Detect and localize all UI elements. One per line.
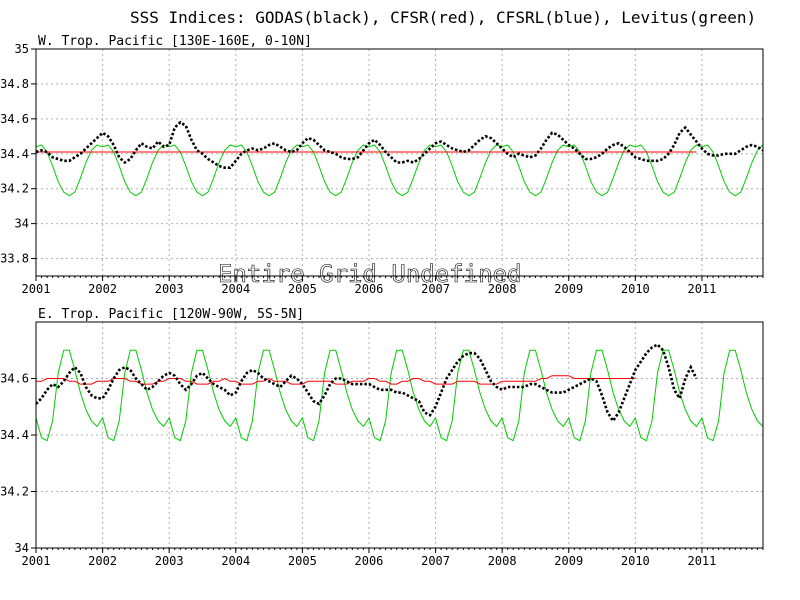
y-tick-label: 33.8 bbox=[0, 252, 29, 266]
undefined-grid-notice: Entire Grid Undefined bbox=[218, 260, 521, 288]
x-tick-label: 2008 bbox=[488, 554, 517, 568]
series-line-godas bbox=[36, 343, 698, 424]
x-tick-label: 2009 bbox=[554, 554, 583, 568]
x-tick-label: 2002 bbox=[88, 554, 117, 568]
figure-title: SSS Indices: GODAS(black), CFSR(red), CF… bbox=[130, 8, 756, 27]
y-tick-label: 34 bbox=[15, 541, 29, 555]
x-tick-label: 2007 bbox=[421, 282, 450, 296]
series-line-levitus bbox=[36, 144, 763, 197]
y-tick-label: 35 bbox=[15, 42, 29, 56]
west-tropical-pacific-panel: W. Trop. Pacific [130E-160E, 0-10N] 2001… bbox=[0, 34, 764, 296]
y-tick-label: 34.6 bbox=[0, 112, 29, 126]
x-tick-label: 2004 bbox=[221, 282, 250, 296]
y-tick-label: 34.2 bbox=[0, 182, 29, 196]
plot-frame bbox=[35, 48, 764, 277]
x-tick-label: 2002 bbox=[88, 282, 117, 296]
x-tick-label: 2011 bbox=[687, 554, 716, 568]
x-tick-label: 2008 bbox=[488, 282, 517, 296]
x-tick-label: 2001 bbox=[22, 554, 51, 568]
x-tick-label: 2010 bbox=[621, 282, 650, 296]
plot-frame bbox=[35, 321, 764, 549]
x-tick-label: 2003 bbox=[155, 554, 184, 568]
x-tick-label: 2011 bbox=[687, 282, 716, 296]
series-line-cfsr bbox=[36, 375, 636, 385]
y-tick-label: 34.6 bbox=[0, 372, 29, 386]
y-tick-label: 34.4 bbox=[0, 428, 29, 442]
y-tick-label: 34.4 bbox=[0, 147, 29, 161]
x-tick-label: 2007 bbox=[421, 554, 450, 568]
x-tick-label: 2006 bbox=[355, 282, 384, 296]
x-tick-label: 2006 bbox=[355, 554, 384, 568]
x-tick-label: 2009 bbox=[554, 282, 583, 296]
x-tick-label: 2005 bbox=[288, 282, 317, 296]
y-tick-label: 34 bbox=[15, 217, 29, 231]
x-tick-label: 2003 bbox=[155, 282, 184, 296]
east-tropical-pacific-panel: E. Trop. Pacific [120W-90W, 5S-5N] 2001 2… bbox=[0, 307, 764, 568]
y-tick-label: 34.2 bbox=[0, 485, 29, 499]
y-tick-label: 34.8 bbox=[0, 77, 29, 91]
x-tick-label: 2001 bbox=[22, 282, 51, 296]
series-line-levitus bbox=[36, 349, 763, 442]
x-tick-label: 2005 bbox=[288, 554, 317, 568]
x-tick-label: 2004 bbox=[221, 554, 250, 568]
series-line-godas bbox=[36, 120, 763, 169]
x-tick-label: 2010 bbox=[621, 554, 650, 568]
panel-title-east: E. Trop. Pacific [120W-90W, 5S-5N] bbox=[38, 307, 304, 322]
panel-title-west: W. Trop. Pacific [130E-160E, 0-10N] bbox=[38, 34, 312, 49]
